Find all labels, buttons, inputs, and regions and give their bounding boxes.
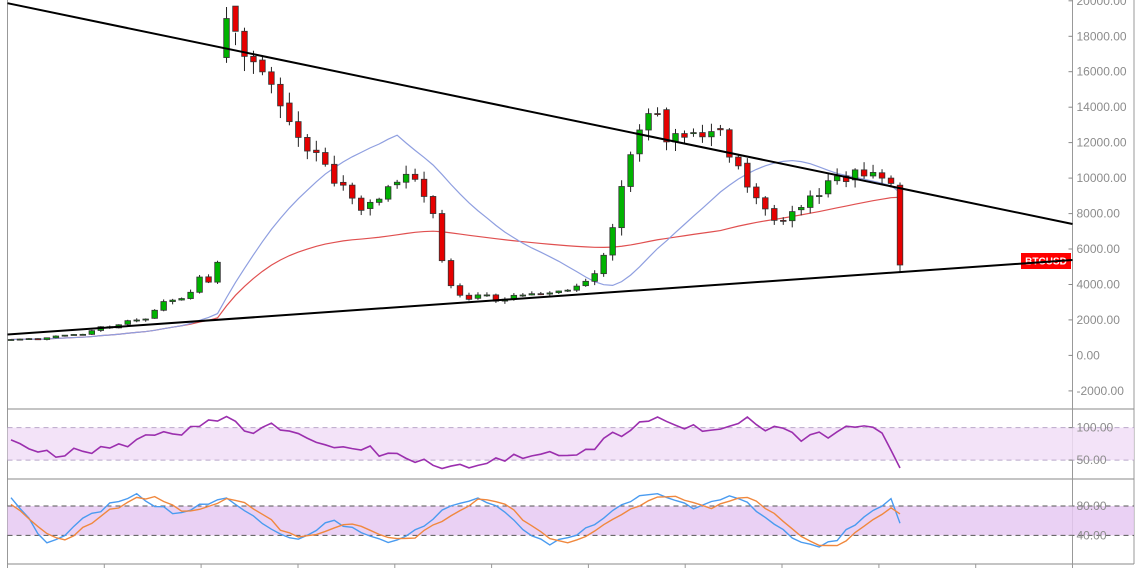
- svg-text:50.00: 50.00: [1077, 453, 1107, 467]
- svg-text:18000.00: 18000.00: [1077, 29, 1127, 43]
- svg-text:0.00: 0.00: [1077, 348, 1101, 362]
- svg-text:8000.00: 8000.00: [1077, 207, 1121, 221]
- svg-text:40.00: 40.00: [1077, 528, 1107, 542]
- svg-text:10000.00: 10000.00: [1077, 171, 1127, 185]
- svg-text:100.00: 100.00: [1077, 421, 1114, 435]
- svg-text:-2000.00: -2000.00: [1077, 384, 1125, 398]
- svg-text:20000.00: 20000.00: [1077, 0, 1127, 8]
- svg-text:16000.00: 16000.00: [1077, 65, 1127, 79]
- svg-text:12000.00: 12000.00: [1077, 136, 1127, 150]
- svg-text:4000.00: 4000.00: [1077, 278, 1121, 292]
- svg-text:80.00: 80.00: [1077, 499, 1107, 513]
- svg-text:6000.00: 6000.00: [1077, 242, 1121, 256]
- svg-text:14000.00: 14000.00: [1077, 100, 1127, 114]
- svg-text:2000.00: 2000.00: [1077, 313, 1121, 327]
